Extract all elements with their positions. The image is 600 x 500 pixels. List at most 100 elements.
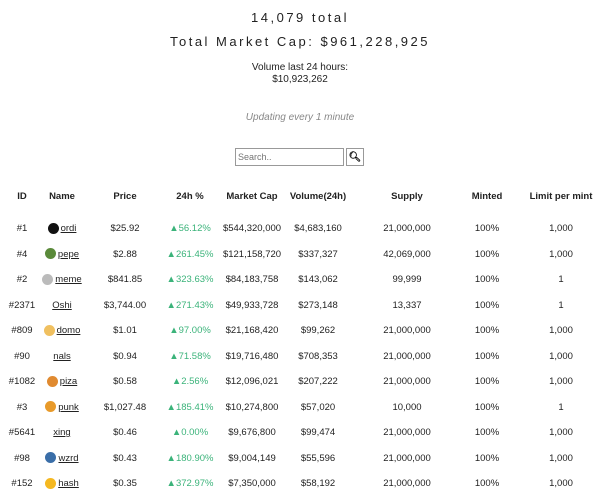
cell-change-24h: ▲261.45% <box>166 248 214 260</box>
cell-minted: 100% <box>474 452 500 464</box>
cell-volume-24h: $99,474 <box>300 427 336 438</box>
cell-volume-24h: $4,683,160 <box>294 223 342 234</box>
token-link[interactable]: punk <box>58 401 79 413</box>
token-link[interactable]: hash <box>58 478 79 489</box>
cell-volume-24h: $708,353 <box>298 350 338 362</box>
cell-limit-per-mint: 1,000 <box>549 223 573 234</box>
cell-limit-per-mint: 1,000 <box>549 350 573 362</box>
cell-supply: 21,000,000 <box>383 376 431 387</box>
cell-price: $25.92 <box>110 223 140 234</box>
token-link[interactable]: pepe <box>57 248 80 260</box>
cell-volume-24h: $99,262 <box>300 325 336 336</box>
cell-supply: 21,000,000 <box>383 478 431 489</box>
cell-volume-24h: $55,596 <box>300 452 336 464</box>
header-name[interactable]: Name <box>49 191 75 202</box>
cell-name: Oshi <box>12 296 112 316</box>
token-count: 14,079 total <box>251 10 349 25</box>
cell-price: $0.94 <box>113 350 137 362</box>
cell-minted: 100% <box>474 478 500 489</box>
token-icon <box>45 452 57 464</box>
cell-volume-24h: $143,062 <box>298 274 338 285</box>
cell-minted: 100% <box>474 223 500 234</box>
cell-id: #3 <box>16 401 28 413</box>
header-price[interactable]: Price <box>113 191 137 202</box>
cell-minted: 100% <box>474 376 500 387</box>
cell-limit-per-mint: 1,000 <box>549 325 573 336</box>
cell-name: nals <box>12 347 112 367</box>
token-icon <box>45 477 57 489</box>
cell-supply: 21,000,000 <box>383 223 431 234</box>
token-link[interactable]: xing <box>53 427 71 438</box>
cell-price: $1,027.48 <box>103 401 147 413</box>
header-minted[interactable]: Minted <box>471 191 503 202</box>
cell-market-cap: $49,933,728 <box>225 299 279 311</box>
cell-change-24h: ▲56.12% <box>169 223 211 234</box>
search-input[interactable] <box>235 148 344 166</box>
cell-limit-per-mint: 1 <box>558 401 564 413</box>
search-button[interactable]: 🔍︎ <box>346 148 364 166</box>
token-link[interactable]: meme <box>55 274 82 285</box>
token-link[interactable]: wzrd <box>58 452 79 464</box>
cell-supply: 13,337 <box>392 299 422 311</box>
header-change-24h[interactable]: 24h % <box>176 191 204 202</box>
cell-minted: 100% <box>474 299 500 311</box>
cell-price: $2.88 <box>113 248 137 260</box>
volume-value: $10,923,262 <box>272 74 328 85</box>
cell-limit-per-mint: 1,000 <box>549 452 573 464</box>
volume-label: Volume last 24 hours: <box>251 62 349 73</box>
cell-price: $841.85 <box>107 274 143 285</box>
token-link[interactable]: ordi <box>60 223 77 234</box>
token-icon <box>47 222 59 234</box>
cell-supply: 99,999 <box>392 274 422 285</box>
cell-change-24h: ▲180.90% <box>166 452 214 464</box>
cell-change-24h: ▲271.43% <box>166 299 214 311</box>
cell-name: punk <box>12 398 112 418</box>
cell-id: #1082 <box>8 376 36 387</box>
header-volume-24h[interactable]: Volume(24h) <box>289 191 347 202</box>
search-bar: 🔍︎ <box>235 148 364 166</box>
cell-market-cap: $10,274,800 <box>225 401 279 413</box>
token-link[interactable]: nals <box>53 350 71 362</box>
cell-limit-per-mint: 1 <box>558 299 564 311</box>
table-header: ID Name Price 24h % Market Cap Volume(24h) Sup… <box>0 187 600 207</box>
table-row: #3 punk $1,027.48 ▲185.41% $10,274,800 $57,02… <box>0 398 600 418</box>
cell-change-24h: ▲0.00% <box>171 427 209 438</box>
cell-limit-per-mint: 1,000 <box>549 427 573 438</box>
token-link[interactable]: Oshi <box>52 299 72 311</box>
cell-name: xing <box>12 423 112 443</box>
cell-volume-24h: $273,148 <box>298 299 338 311</box>
cell-id: #809 <box>11 325 33 336</box>
token-icon <box>46 375 58 387</box>
cell-id: #98 <box>14 452 30 464</box>
header-supply[interactable]: Supply <box>391 191 423 202</box>
cell-volume-24h: $57,020 <box>300 401 336 413</box>
cell-supply: 21,000,000 <box>383 427 431 438</box>
search-icon: 🔍︎ <box>348 151 362 163</box>
cell-minted: 100% <box>474 401 500 413</box>
cell-change-24h: ▲323.63% <box>166 274 214 285</box>
header-id[interactable]: ID <box>17 191 27 202</box>
cell-supply: 21,000,000 <box>383 350 431 362</box>
cell-price: $3,744.00 <box>103 299 147 311</box>
header-limit-per-mint[interactable]: Limit per mint <box>529 191 593 202</box>
cell-supply: 42,069,000 <box>383 248 431 260</box>
token-link[interactable]: piza <box>59 376 78 387</box>
table-row: #1082 piza $0.58 ▲2.56% $12,096,021 $207,222 2… <box>0 372 600 392</box>
cell-market-cap: $7,350,000 <box>228 478 276 489</box>
token-link[interactable]: domo <box>56 325 81 336</box>
table-row: #809 domo $1.01 ▲97.00% $21,168,420 $99,262 21… <box>0 321 600 341</box>
cell-change-24h: ▲97.00% <box>169 325 211 336</box>
cell-market-cap: $19,716,480 <box>225 350 279 362</box>
cell-price: $0.46 <box>113 427 137 438</box>
header-market-cap[interactable]: Market Cap <box>226 191 278 202</box>
token-icon <box>43 324 55 336</box>
cell-change-24h: ▲71.58% <box>169 350 211 362</box>
cell-market-cap: $121,158,720 <box>222 248 282 260</box>
table-row: #4 pepe $2.88 ▲261.45% $121,158,720 $337,327 4… <box>0 245 600 265</box>
cell-minted: 100% <box>474 248 500 260</box>
cell-name: domo <box>12 321 112 341</box>
total-market-cap: Total Market Cap: $961,228,925 <box>169 34 430 49</box>
cell-market-cap: $21,168,420 <box>225 325 279 336</box>
cell-change-24h: ▲185.41% <box>166 401 214 413</box>
table-row: #2371 Oshi $3,744.00 ▲271.43% $49,933,728 $27… <box>0 296 600 316</box>
